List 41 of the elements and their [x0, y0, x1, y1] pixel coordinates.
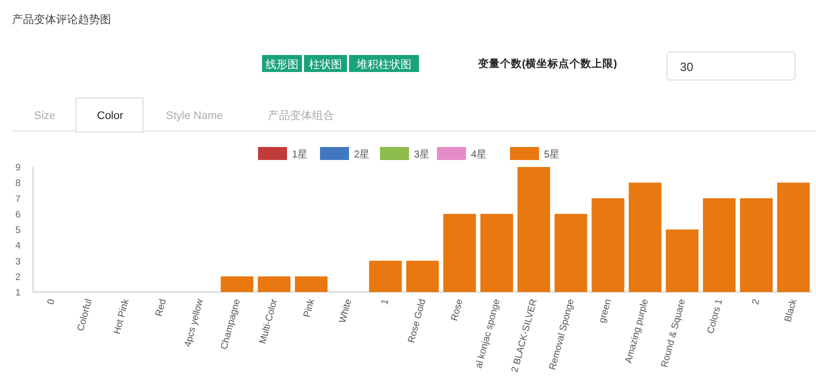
text: 柱状图: [309, 59, 342, 71]
x-tick-label: White: [337, 298, 354, 324]
y-tick-label: 6: [15, 209, 21, 220]
x-tick-label: 0: [45, 298, 58, 306]
x-tick-label: Colors 1: [705, 298, 726, 335]
x-tick-label: Black: [782, 298, 800, 324]
x-tick-label: 4pcs yellow: [182, 298, 206, 348]
x-tick-label: green: [596, 298, 614, 324]
y-tick-label: 5: [15, 225, 21, 236]
x-tick-label: Rose: [449, 298, 466, 322]
x-tick-label: Rose Gold: [406, 298, 428, 344]
text: Size: [34, 110, 56, 122]
chart-title: 产品变体评论趋势图: [12, 13, 111, 26]
x-tick-label: Round & Square: [659, 298, 688, 369]
text: 线形图: [266, 58, 298, 71]
y-tick-label: 4: [15, 240, 21, 252]
legend-label: 4星: [471, 150, 487, 160]
x-tick-label: 1: [379, 298, 392, 306]
text: Color: [97, 110, 124, 122]
text: 变量个数(横坐标点个数上限): [477, 57, 617, 70]
y-tick-label: 2: [15, 272, 21, 283]
y-tick-label: 3: [15, 256, 21, 268]
y-tick-label: 1: [15, 288, 21, 298]
x-tick-label: Red: [154, 298, 169, 318]
x-tick-label: Removal Sponge: [547, 298, 577, 372]
x-tick-label: 2: [750, 298, 762, 306]
text: 产品变体组合: [268, 109, 334, 122]
legend-label: 3星: [414, 150, 430, 160]
y-tick-label: 8: [15, 178, 21, 190]
y-tick-label: 9: [15, 162, 21, 174]
x-tick-label: Colorful: [75, 298, 95, 332]
legend-label: 2星: [354, 150, 370, 160]
legend-label: 1星: [292, 150, 308, 160]
x-tick-label: Pink: [302, 298, 318, 319]
x-tick-label: al konjac sponge: [474, 298, 503, 370]
legend-label: 5星: [544, 150, 560, 160]
y-tick-label: 7: [15, 194, 21, 205]
text: 30: [680, 60, 694, 74]
text: Style Name: [166, 110, 223, 122]
x-tick-label: Hot Pink: [112, 298, 132, 336]
text: 堆积柱状图: [356, 59, 412, 71]
